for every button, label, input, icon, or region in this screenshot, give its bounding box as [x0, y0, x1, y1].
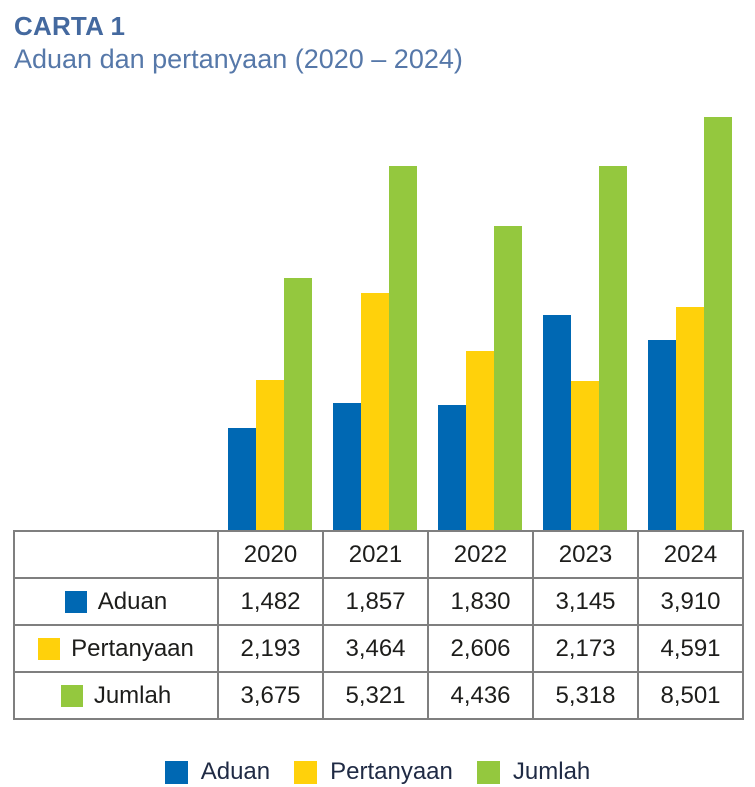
- bar-jumlah-2023: [598, 166, 627, 531]
- legend-label: Jumlah: [512, 758, 591, 786]
- row-label-pertanyaan: Pertanyaan: [13, 624, 219, 674]
- bar-group-2023: [542, 166, 627, 531]
- legend-item-aduan: Aduan: [164, 758, 271, 786]
- table-header-row: 2020 2021 2022 2023 2024: [13, 530, 744, 580]
- bar-aduan-2020: [227, 428, 256, 531]
- value-pertanyaan-2020: 2,193: [217, 624, 324, 674]
- year-header-2023: 2023: [532, 530, 639, 580]
- bar-pertanyaan-2021: [360, 293, 389, 531]
- bar-group-2020: [227, 278, 312, 531]
- year-header-2020: 2020: [217, 530, 324, 580]
- row-label-jumlah: Jumlah: [13, 671, 219, 721]
- bar-jumlah-2020: [283, 278, 312, 531]
- legend-jumlah-swatch-icon: [476, 760, 500, 784]
- chart-kicker: CARTA 1: [14, 11, 126, 41]
- bar-pertanyaan-2024: [675, 307, 704, 531]
- row-label-text: Pertanyaan: [71, 634, 194, 662]
- table-row-jumlah: Jumlah 3,675 5,321 4,436 5,318 8,501: [13, 671, 744, 721]
- value-jumlah-2020: 3,675: [217, 671, 324, 721]
- chart-title: Aduan dan pertanyaan (2020 – 2024): [14, 44, 463, 75]
- year-header-2021: 2021: [322, 530, 429, 580]
- value-jumlah-2024: 8,501: [637, 671, 744, 721]
- bar-chart: [0, 115, 755, 531]
- bar-pertanyaan-2020: [255, 380, 284, 531]
- header-row: 2020 2021 2022 2023 2024: [13, 530, 744, 580]
- bar-aduan-2023: [542, 315, 571, 531]
- legend-label: Pertanyaan: [330, 758, 453, 786]
- table-row-pertanyaan: Pertanyaan 2,193 3,464 2,606 2,173 4,591: [13, 624, 744, 674]
- value-aduan-2020: 1,482: [217, 577, 324, 627]
- year-header-2024: 2024: [637, 530, 744, 580]
- legend-item-pertanyaan: Pertanyaan: [294, 758, 453, 786]
- legend-aduan-swatch-icon: [164, 760, 188, 784]
- value-jumlah-2023: 5,318: [532, 671, 639, 721]
- bar-pertanyaan-2023: [570, 381, 599, 531]
- table-row-aduan: Aduan 1,482 1,857 1,830 3,145 3,910: [13, 577, 744, 627]
- data-table: 2020 2021 2022 2023 2024 Aduan 1,482 1,857 1,83…: [13, 530, 744, 721]
- row-label-aduan: Aduan: [13, 577, 219, 627]
- bar-pertanyaan-2022: [465, 351, 494, 531]
- value-jumlah-2021: 5,321: [322, 671, 429, 721]
- bar-jumlah-2021: [388, 166, 417, 531]
- corner-cell: [13, 530, 219, 580]
- bar-group-2022: [437, 226, 522, 531]
- value-pertanyaan-2023: 2,173: [532, 624, 639, 674]
- row-label-text: Aduan: [97, 587, 168, 615]
- bar-group-2021: [332, 166, 417, 531]
- table-body: Aduan 1,482 1,857 1,830 3,145 3,910 Pertanyaan…: [13, 577, 744, 721]
- bar-aduan-2021: [332, 403, 361, 531]
- value-aduan-2022: 1,830: [427, 577, 534, 627]
- value-aduan-2021: 1,857: [322, 577, 429, 627]
- value-pertanyaan-2024: 4,591: [637, 624, 744, 674]
- legend-label: Aduan: [200, 758, 271, 786]
- row-label-text: Jumlah: [93, 681, 172, 709]
- value-pertanyaan-2021: 3,464: [322, 624, 429, 674]
- value-jumlah-2022: 4,436: [427, 671, 534, 721]
- legend-item-jumlah: Jumlah: [476, 758, 591, 786]
- bar-group-2024: [647, 117, 732, 531]
- pertanyaan-swatch-icon: [38, 637, 61, 660]
- value-aduan-2023: 3,145: [532, 577, 639, 627]
- value-aduan-2024: 3,910: [637, 577, 744, 627]
- jumlah-swatch-icon: [60, 684, 83, 707]
- legend-pertanyaan-swatch-icon: [294, 760, 318, 784]
- value-pertanyaan-2022: 2,606: [427, 624, 534, 674]
- bar-aduan-2024: [647, 340, 676, 531]
- year-header-2022: 2022: [427, 530, 534, 580]
- bar-aduan-2022: [437, 405, 466, 531]
- aduan-swatch-icon: [64, 590, 87, 613]
- bar-jumlah-2022: [493, 226, 522, 531]
- bar-jumlah-2024: [703, 117, 732, 531]
- chart-legend: Aduan Pertanyaan Jumlah: [0, 758, 755, 786]
- chart-header: CARTA 1 Aduan dan pertanyaan (2020 – 202…: [0, 0, 755, 75]
